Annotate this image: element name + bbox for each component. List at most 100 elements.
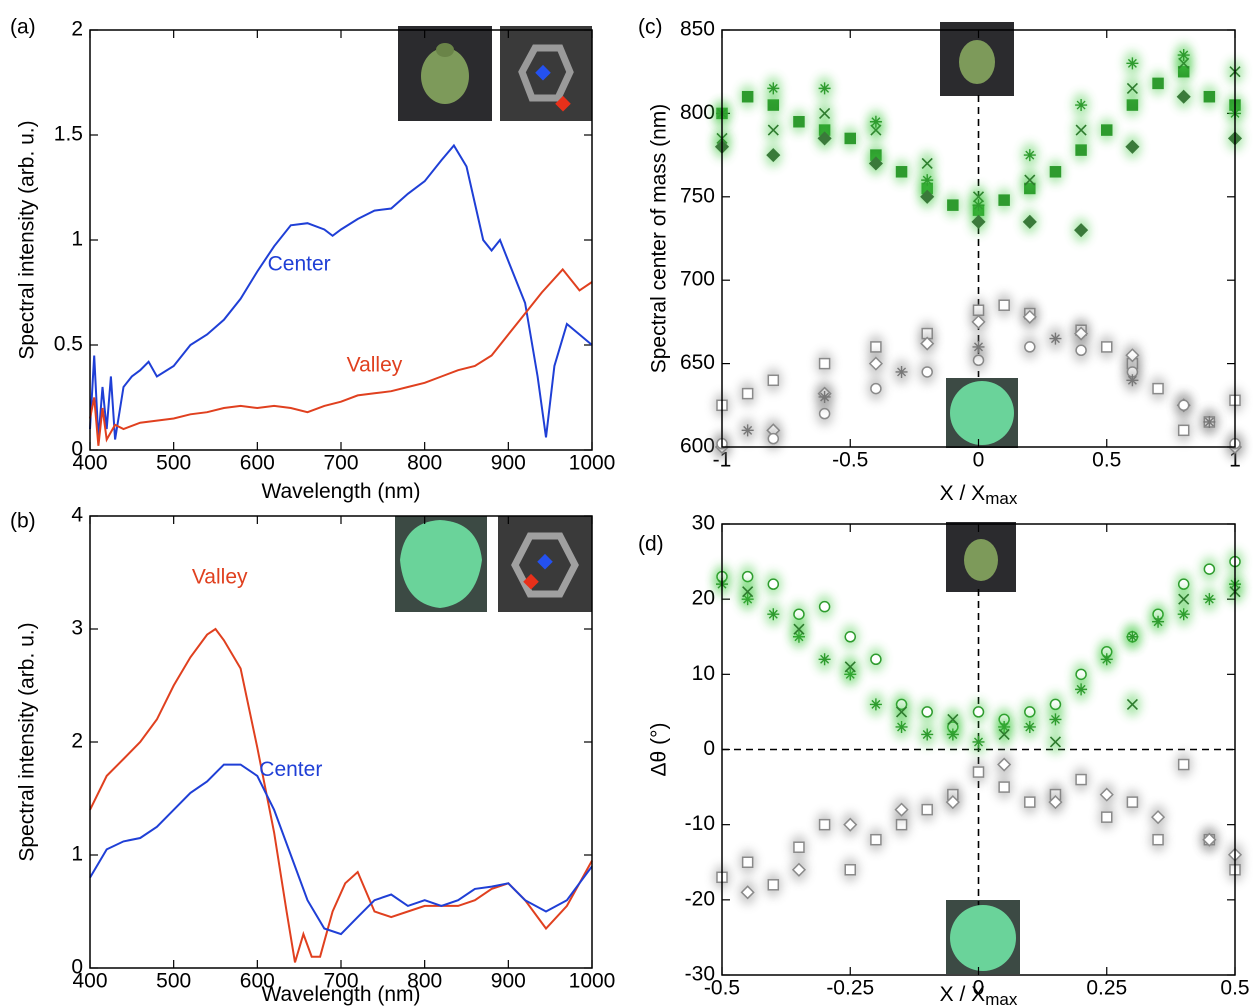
series-label: Center [259,758,322,781]
data-point [1203,563,1216,575]
data-point [947,199,959,211]
data-point [870,382,882,395]
data-point [793,841,805,853]
data-point [818,407,831,420]
x-axis-label-sub: max [985,489,1018,508]
data-point [1177,608,1190,621]
data-point [972,766,985,778]
data-point [921,157,933,170]
x-tick-label: 900 [491,970,526,993]
x-tick-label: 0 [973,449,985,472]
data-point [1152,77,1164,90]
data-point [741,424,754,437]
data-point [921,728,934,741]
panel-label: (b) [10,510,36,533]
x-tick-label: -0.5 [832,449,868,472]
x-axis-label-main: Wavelength (nm) [261,480,420,503]
data-point [1126,99,1139,111]
x-axis-label: X / Xmax [940,482,1018,509]
x-axis-label-sub: max [985,990,1018,1006]
inset-beetle [398,26,492,121]
x-axis-label: Wavelength (nm) [261,983,420,1006]
data-point [818,600,831,613]
data-point [767,99,780,111]
inset-green-scale [946,900,1020,974]
data-line [89,267,593,446]
y-tick-label: 800 [680,101,715,124]
data-point [741,90,754,103]
data-point [1023,720,1036,733]
data-point [1203,415,1216,428]
data-point [1024,174,1036,186]
data-point [1177,399,1190,412]
data-point [1152,833,1164,846]
x-tick-label: 900 [491,452,526,475]
series-label: Center [268,253,331,276]
data-point [1126,374,1139,387]
y-tick-label: 0 [71,956,83,979]
data-point [921,366,933,378]
plot-frame [89,515,593,969]
x-axis-label-main: X / X [940,482,986,505]
data-point [1048,795,1063,810]
data-point [1126,630,1139,643]
data-point [767,879,780,891]
x-tick-label: 400 [72,452,107,475]
data-point [818,390,831,403]
data-point [741,387,754,400]
data-point [791,862,807,877]
y-tick-label: 0 [71,438,83,461]
y-tick-label: 1.5 [54,123,83,146]
data-point [1152,615,1165,628]
data-point [869,115,882,128]
data-point [1125,139,1140,154]
data-point [844,132,856,145]
data-point [1049,736,1062,748]
data-point [868,356,883,371]
x-tick-label: 800 [407,452,442,475]
data-point [921,174,934,187]
data-point [1126,796,1139,808]
data-point [819,107,831,119]
x-axis-label: Wavelength (nm) [261,480,420,503]
data-point [945,795,960,810]
data-point [741,856,754,868]
inset-green-scale [395,516,487,612]
data-point [894,802,909,817]
data-point [1126,698,1138,710]
data-point [972,735,985,748]
data-point [1024,796,1036,808]
data-point [998,728,1010,741]
series-label: Valley [347,354,403,377]
y-tick-label: 850 [680,18,715,41]
data-point [1101,124,1113,136]
x-tick-label: 800 [407,970,442,993]
data-point [998,299,1010,311]
data-point [1049,332,1062,345]
data-point [767,608,780,621]
data-point [844,631,856,643]
data-point [1099,787,1114,802]
panel: (b) 400 500 600 700 800 900 1000 0 1 2 3 4 Wavelength… [10,504,615,1006]
data-line [89,627,593,963]
y-tick-label: 0 [703,737,715,760]
x-tick-label: 1 [1229,449,1241,472]
y-tick-label: 1 [71,228,83,251]
data-point [870,653,882,666]
data-line [89,763,593,936]
data-point [1177,49,1190,62]
data-point [1049,713,1062,726]
x-tick-label: 700 [323,452,358,475]
data-point [844,661,856,673]
data-point [868,156,883,171]
data-point [972,706,985,718]
data-point [767,432,780,445]
x-tick-label: 0.5 [1092,449,1121,472]
inset-beetle [946,522,1016,592]
x-axis-label-main: X / X [940,983,986,1006]
plot-frame [721,29,1236,448]
inset-green-scale [946,378,1018,448]
data-point [1126,57,1139,70]
x-tick-label: 0.25 [1086,977,1127,1000]
data-point [895,706,908,718]
